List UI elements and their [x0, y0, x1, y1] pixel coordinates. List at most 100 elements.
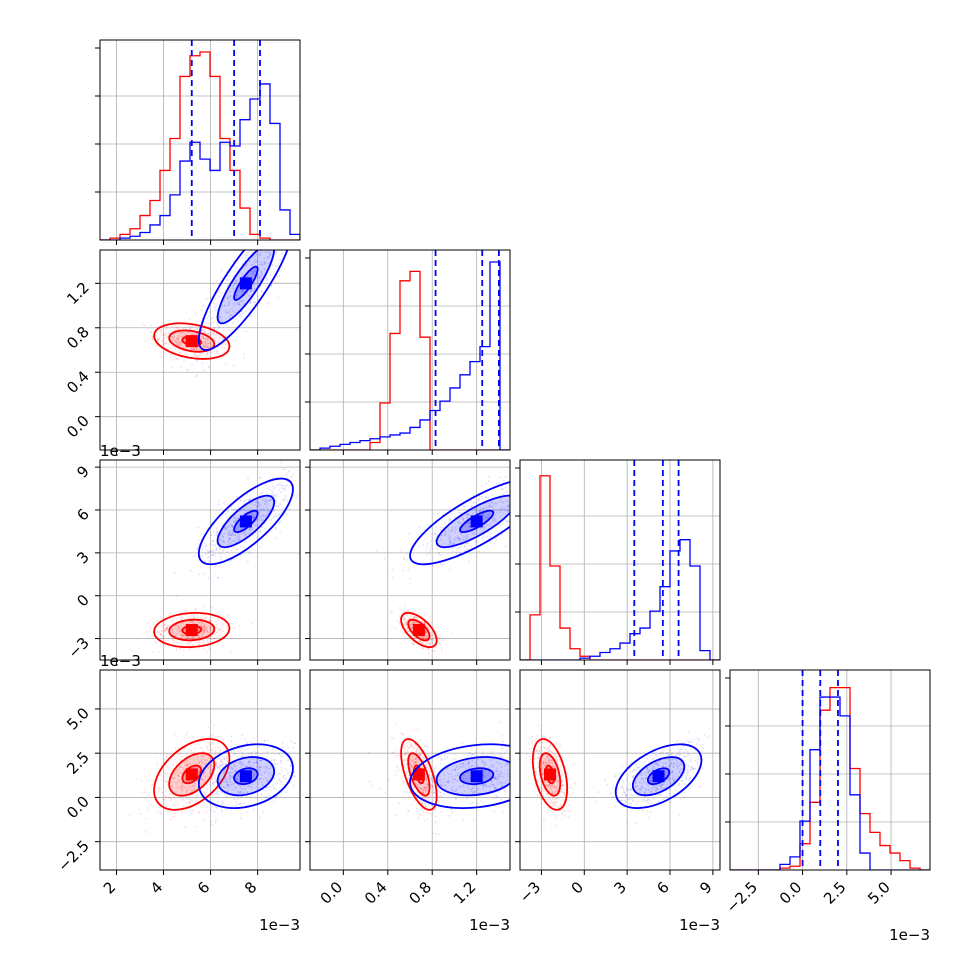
scatter-point [259, 759, 261, 762]
scatter-point [202, 756, 205, 759]
scatter-point [428, 794, 431, 797]
scatter-point [457, 536, 459, 539]
scatter-point [174, 348, 177, 350]
scatter-point [259, 263, 261, 266]
scatter-point [235, 295, 238, 298]
scatter-point [181, 623, 184, 626]
scatter-point [416, 807, 419, 810]
scatter-point [167, 640, 170, 642]
scatter-point [195, 360, 198, 363]
scatter-point [436, 547, 438, 550]
scatter-point [431, 804, 433, 807]
scatter-point [466, 542, 468, 545]
scatter-point [196, 355, 198, 358]
scatter-point [404, 604, 406, 607]
scatter-point [453, 542, 456, 544]
scatter-point [212, 638, 215, 641]
scatter-point [168, 625, 171, 627]
scatter-point [258, 275, 261, 278]
scatter-point [191, 789, 193, 792]
scatter-point [212, 782, 215, 784]
scatter-point [194, 743, 197, 746]
scatter-point [298, 230, 300, 232]
scatter-point [265, 780, 268, 782]
scatter-point [173, 639, 176, 641]
scatter-point [178, 341, 181, 344]
scatter-point [180, 799, 183, 802]
scatter-point [228, 784, 231, 786]
scatter-point [237, 303, 240, 305]
scatter-point [258, 767, 260, 769]
scatter-point [424, 802, 427, 805]
scatter-point [465, 763, 467, 766]
scatter-point [177, 774, 180, 777]
scatter-point [179, 647, 182, 650]
scatter-point [192, 635, 194, 638]
scatter-point [224, 526, 226, 528]
scatter-point [206, 639, 209, 642]
scatter-point [215, 533, 218, 536]
scatter-point [170, 338, 173, 341]
scatter-point [448, 537, 451, 540]
scatter-point [212, 636, 215, 638]
scatter-point [213, 302, 215, 305]
scatter-point [399, 625, 402, 628]
scatter-point [230, 506, 233, 509]
scatter-point [387, 779, 390, 781]
scatter-point [262, 499, 264, 501]
scatter-point [185, 789, 188, 791]
scatter-point [279, 483, 281, 485]
scatter-point [260, 274, 263, 277]
scatter-point [457, 774, 459, 777]
scatter-point [239, 785, 242, 788]
scatter-point [192, 793, 195, 796]
scatter-point [173, 634, 175, 637]
scatter-point [271, 490, 274, 493]
scatter-point [195, 375, 198, 378]
scatter-point [270, 519, 272, 521]
scatter-point [482, 538, 484, 541]
scatter-point [135, 777, 137, 780]
scatter-point [173, 796, 176, 799]
scatter-point [181, 331, 183, 334]
scatter-point [195, 792, 197, 795]
scatter-point [246, 532, 249, 535]
scatter-point [470, 505, 473, 508]
scatter-point [180, 786, 183, 789]
scatter-point [491, 502, 494, 504]
scatter-point [533, 784, 535, 786]
scatter-point [451, 528, 454, 530]
scatter-point [180, 786, 183, 788]
scatter-point [210, 534, 213, 536]
scatter-point [398, 615, 401, 618]
scatter-point [202, 617, 205, 620]
scatter-point [243, 802, 246, 805]
scatter-point [229, 313, 232, 316]
scatter-point [150, 330, 153, 333]
scatter-point [413, 761, 416, 764]
scatter-point [200, 760, 202, 762]
scatter-point [171, 785, 174, 788]
scatter-point [448, 517, 451, 520]
scatter-point [233, 520, 235, 523]
scatter-point [416, 784, 419, 786]
scatter-point [521, 777, 523, 779]
scatter-point [224, 309, 227, 312]
scatter-point [179, 633, 182, 636]
scatter-point [227, 760, 230, 763]
scatter-point [263, 772, 266, 775]
scatter-point [419, 813, 422, 816]
scatter-point [491, 494, 494, 496]
scatter-point [427, 626, 430, 628]
scatter-point [267, 508, 269, 511]
scatter-point [217, 340, 220, 343]
scatter-point [206, 333, 209, 336]
scatter-point [236, 266, 239, 269]
scatter-point [203, 759, 206, 762]
scatter-point [213, 339, 216, 342]
scatter-point [485, 507, 488, 509]
scatter-point [436, 533, 438, 536]
scatter-point [425, 786, 428, 789]
scatter-point [233, 301, 236, 304]
scatter-point [210, 343, 213, 346]
